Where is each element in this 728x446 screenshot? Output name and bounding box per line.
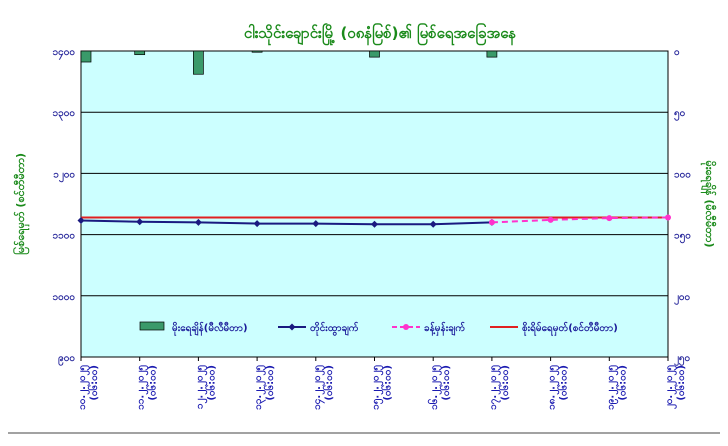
x-tick-label: ၁၉.၂.၂၀၂၅(၀၆:၀၀) <box>605 365 628 410</box>
x-tick-label: ၂၀.၂.၂၀၂၅(၀၆:၀၀) <box>664 365 687 409</box>
y-tick-right-label: ၂၅၀ <box>674 353 690 367</box>
x-tick-label: ၁၀.၂.၂၀၂၅(၀၆:၀၀) <box>77 365 100 410</box>
rainfall-bar <box>369 50 380 58</box>
forecast-point <box>665 214 671 221</box>
observed-line <box>80 219 492 226</box>
x-tick-time: (၀၆:၀၀) <box>557 365 570 401</box>
x-tick-label: ၁၂.၂.၂၀၂၅(၀၆:၀၀) <box>194 365 217 409</box>
y-tick-right-label: ၂၀၀ <box>674 292 690 306</box>
y-axis-left-title: မြစ်ရေမှတ် (စင်တီမီတာ) <box>12 153 30 255</box>
x-tick-label: ၁၁.၂.၂၀၂၅(၀၆:၀၀) <box>136 365 159 410</box>
rainfall-bar <box>251 50 263 53</box>
x-tick-date: ၁၃.၂.၂၀၂၅ <box>253 365 267 410</box>
rainfall-bar <box>193 50 204 75</box>
forecast-point <box>488 219 495 226</box>
x-tick-date: ၁၄.၂.၂၀၂၅ <box>312 365 326 410</box>
plot-area <box>80 50 669 358</box>
x-tick-label: ၁၇.၂.၂၀၂၅(၀၆:၀၀) <box>488 365 511 410</box>
legend-label: စိုးရိမ်ရေမှတ်(စင်တီမီတာ) <box>522 321 618 337</box>
y-tick-left-label: ၁၂၀၀ <box>53 169 75 183</box>
legend-label: မိုးရေချိန်(မီလီမီတာ) <box>172 321 248 337</box>
x-tick-date: ၁၁.၂.၂၀၂၅ <box>136 365 150 410</box>
x-tick-date: ၁၉.၂.၂၀၂၅ <box>605 365 619 410</box>
x-tick-label: ၁၈.၂.၂၀၂၅(၀၆:၀၀) <box>547 365 570 410</box>
x-tick-label: ၁၄.၂.၂၀၂၅(၀၆:၀၀) <box>312 365 335 410</box>
legend-swatch <box>139 321 165 331</box>
x-tick-time: (၀၆:၀၀) <box>615 365 628 401</box>
legend-item: တိုင်းထွာချက် <box>278 321 359 337</box>
observed-point <box>194 218 202 226</box>
x-tick-date: ၁၂.၂.၂၀၂၅ <box>194 365 208 409</box>
rainfall-bar <box>134 50 146 56</box>
y-tick-left-label: ၁၄၀၀ <box>53 47 76 61</box>
legend-label: ခန့်မှန်းချက် <box>424 321 465 337</box>
rainfall-bar <box>80 50 92 63</box>
y-axis-right-title: မိုးရေချိန် (မီလီမီတာ) <box>700 161 717 248</box>
y-tick-left-label: ၉၀၀ <box>58 353 75 367</box>
observed-point <box>371 220 378 228</box>
x-tick-time: (၀၆:၀၀) <box>204 365 217 401</box>
observed-point <box>429 220 437 228</box>
x-tick-time: (၀၆:၀၀) <box>146 365 159 401</box>
x-tick-label: ၁၅.၂.၂၀၂၅(၀၆:၀၀) <box>371 365 394 410</box>
rainfall-bar <box>486 50 498 58</box>
y-tick-right-label: ၅၀ <box>674 108 685 122</box>
observed-point <box>77 217 85 225</box>
x-tick-label: ၁၃.၂.၂၀၂၅(၀၆:၀၀) <box>253 365 276 410</box>
y-tick-left-label: ၁၃၀၀ <box>53 108 76 122</box>
x-tick-time: (၀၆:၀၀) <box>439 365 452 401</box>
x-tick-time: (၀၆:၀၀) <box>87 365 100 401</box>
y-tick-left-label: ၁၀၀၀ <box>53 292 76 303</box>
y-tick-right-label: ၁၅၀ <box>674 231 691 245</box>
x-tick-date: ၁၇.၂.၂၀၂၅ <box>488 365 502 410</box>
legend-item: မိုးရေချိန်(မီလီမီတာ) <box>139 321 248 337</box>
y-tick-right-label: ၀ <box>674 47 680 58</box>
x-tick-date: ၁၈.၂.၂၀၂၅ <box>547 365 561 410</box>
x-tick-time: (၀၆:၀၀) <box>322 365 335 401</box>
legend-marker <box>403 324 409 330</box>
x-tick-date: ၂၀.၂.၂၀၂၅ <box>664 365 678 409</box>
chart-title: ငါးသိုင်းချောင်းမြို့ (၀၈နံမြစ်)၏ မြစ်ရေ… <box>244 22 517 46</box>
x-tick-time: (၀၆:၀၀) <box>263 365 276 401</box>
forecast-point <box>547 216 554 223</box>
y-tick-left-label: ၁၁၀၀ <box>53 231 76 242</box>
legend-label: တိုင်းထွာချက် <box>310 321 359 337</box>
observed-point <box>312 220 320 228</box>
x-tick-date: ၁၀.၂.၂၀၂၅ <box>77 365 91 410</box>
observed-point <box>253 220 261 228</box>
y-tick-right-label: ၁၀၀ <box>674 169 691 180</box>
x-tick-time: (၀၆:၀၀) <box>498 365 511 401</box>
legend-item: စိုးရိမ်ရေမှတ်(စင်တီမီတာ) <box>490 321 618 337</box>
x-tick-time: (၀၆:၀၀) <box>381 365 394 401</box>
x-tick-date: ၁၆.၂.၂၀၂၅ <box>427 365 443 410</box>
observed-point <box>136 218 144 226</box>
forecast-point <box>606 215 613 222</box>
legend-item: ခန့်မှန်းချက် <box>392 321 465 337</box>
x-tick-label: ၁၆.၂.၂၀၂၅(၀၆:၀၀) <box>427 365 452 410</box>
legend-marker <box>288 323 296 331</box>
x-tick-date: ၁၅.၂.၂၀၂၅ <box>371 365 385 410</box>
x-tick-time: (၀၆:၀၀) <box>674 365 687 401</box>
